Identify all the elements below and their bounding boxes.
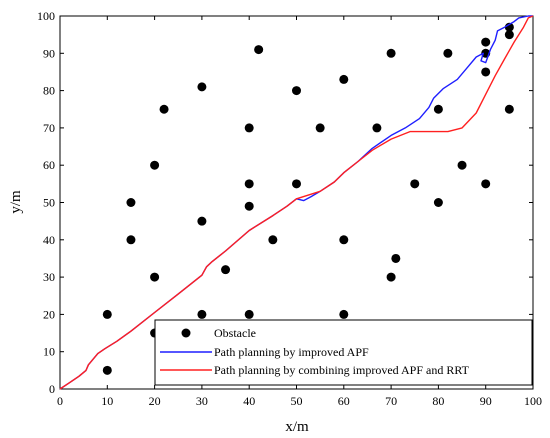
obstacle-point [372, 123, 382, 133]
y-tick-label: 70 [43, 121, 55, 135]
x-tick-label: 60 [338, 394, 350, 408]
obstacle-point [443, 48, 453, 58]
legend-box [154, 319, 533, 386]
y-tick-label: 80 [43, 84, 55, 98]
y-tick-label: 100 [37, 9, 55, 23]
obstacle-point [386, 48, 396, 58]
x-tick-label: 100 [524, 394, 542, 408]
x-tick-label: 40 [243, 394, 255, 408]
obstacle-point [386, 272, 396, 282]
y-tick-label: 20 [43, 307, 55, 321]
x-tick-label: 80 [432, 394, 444, 408]
y-tick-label: 0 [49, 382, 55, 396]
x-tick-label: 0 [57, 394, 63, 408]
obstacle-point [339, 74, 349, 84]
obstacle-point [102, 309, 112, 319]
y-tick-label: 90 [43, 46, 55, 60]
obstacle-point [150, 272, 160, 282]
axes: 0 10 20 30 40 50 60 70 80 90 100 0 10 20 30 40 50 60 70 80 9… [37, 9, 542, 408]
obstacle-point [150, 160, 160, 170]
obstacle-point [197, 309, 207, 319]
x-tick-label: 70 [385, 394, 397, 408]
obstacle-point [504, 104, 514, 114]
obstacle-point [339, 235, 349, 245]
y-axis-label: y/m [8, 190, 24, 214]
legend-marker-obstacle [181, 328, 191, 338]
obstacle-point [244, 123, 254, 133]
obstacle-point [457, 160, 467, 170]
obstacle-point [481, 67, 491, 77]
obstacle-point [244, 201, 254, 211]
path-line-apf-rrt [59, 15, 534, 390]
obstacle-point [268, 235, 278, 245]
x-tick-label: 30 [196, 394, 208, 408]
obstacle-point [315, 123, 325, 133]
obstacle-point [481, 37, 491, 47]
obstacle-point [410, 179, 420, 189]
y-tick-label: 50 [43, 196, 55, 210]
obstacle-point [292, 179, 301, 189]
obstacle-point [433, 104, 443, 114]
obstacle-point [126, 198, 136, 207]
y-tick-label: 40 [43, 233, 55, 247]
x-tick-label: 20 [149, 394, 161, 408]
obstacle-point [244, 309, 254, 319]
obstacle-point [254, 45, 264, 55]
x-tick-label: 90 [480, 394, 492, 408]
y-tick-label: 10 [43, 345, 55, 359]
plot-area [59, 15, 534, 390]
obstacle-point [481, 179, 491, 189]
y-tick-label: 60 [43, 158, 55, 172]
obstacle-point [244, 179, 254, 189]
obstacle-point [339, 309, 349, 319]
obstacle-point [292, 86, 301, 96]
legend-label-apf-rrt: Path planning by combining improved APF … [214, 363, 470, 377]
obstacle-point [433, 198, 443, 207]
y-tick-label: 30 [43, 270, 55, 284]
obstacle-point [197, 216, 207, 226]
x-tick-label: 10 [101, 394, 113, 408]
obstacle-point [221, 265, 231, 275]
obstacle-point [102, 365, 112, 375]
legend-label-obstacle: Obstacle [214, 326, 256, 340]
x-axis-label: x/m [285, 419, 309, 435]
obstacle-point [391, 253, 401, 263]
x-tick-label: 50 [291, 394, 303, 408]
obstacle-point [504, 30, 514, 40]
obstacle-point [126, 235, 136, 245]
obstacle-point [159, 104, 169, 114]
legend-label-apf: Path planning by improved APF [214, 345, 369, 359]
obstacle-point [197, 82, 207, 92]
legend: Obstacle Path planning by improved APF P… [154, 319, 533, 386]
